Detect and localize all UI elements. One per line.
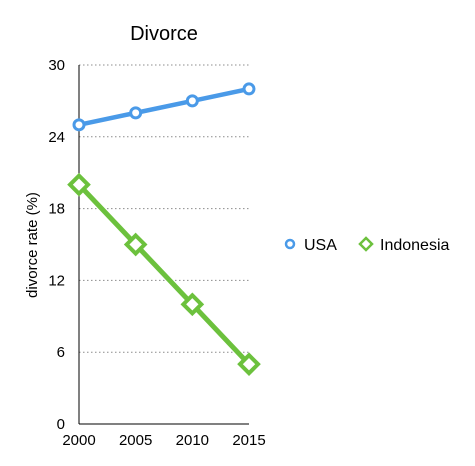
series-usa xyxy=(72,82,256,132)
data-point xyxy=(185,94,199,108)
series-line xyxy=(77,182,251,366)
x-tick-label: 2010 xyxy=(176,432,209,449)
y-axis-title: divorce rate (%) xyxy=(24,192,41,298)
y-tick-label: 18 xyxy=(48,201,65,218)
data-point xyxy=(237,352,261,376)
y-tick-label: 30 xyxy=(48,57,65,74)
series-indonesia xyxy=(67,172,261,376)
legend-marker xyxy=(358,236,374,252)
series xyxy=(67,82,261,376)
series-line xyxy=(78,86,250,128)
x-tick-label: 2015 xyxy=(232,432,265,449)
legend-item-usa: USA xyxy=(284,237,337,254)
tick-labels: 0 6 12 18 24 30 2000 2005 2010 2015 xyxy=(48,57,265,449)
x-tick-label: 2000 xyxy=(62,432,95,449)
chart-title: Divorce xyxy=(130,23,198,45)
data-point xyxy=(129,106,143,120)
data-point xyxy=(67,172,91,197)
legend-marker xyxy=(284,238,296,250)
legend: USA Indonesia xyxy=(284,236,449,254)
data-point xyxy=(242,82,256,96)
y-tick-label: 12 xyxy=(48,272,65,289)
y-tick-label: 24 xyxy=(48,129,65,146)
data-point xyxy=(180,292,205,317)
data-point xyxy=(72,118,86,132)
y-tick-label: 6 xyxy=(57,344,65,361)
grid-lines xyxy=(79,64,249,353)
x-tick-label: 2005 xyxy=(119,432,152,449)
y-tick-label: 0 xyxy=(57,416,65,433)
legend-label: Indonesia xyxy=(380,237,449,254)
data-point xyxy=(123,232,148,257)
legend-label: USA xyxy=(304,237,337,254)
legend-item-indonesia: Indonesia xyxy=(358,236,449,254)
